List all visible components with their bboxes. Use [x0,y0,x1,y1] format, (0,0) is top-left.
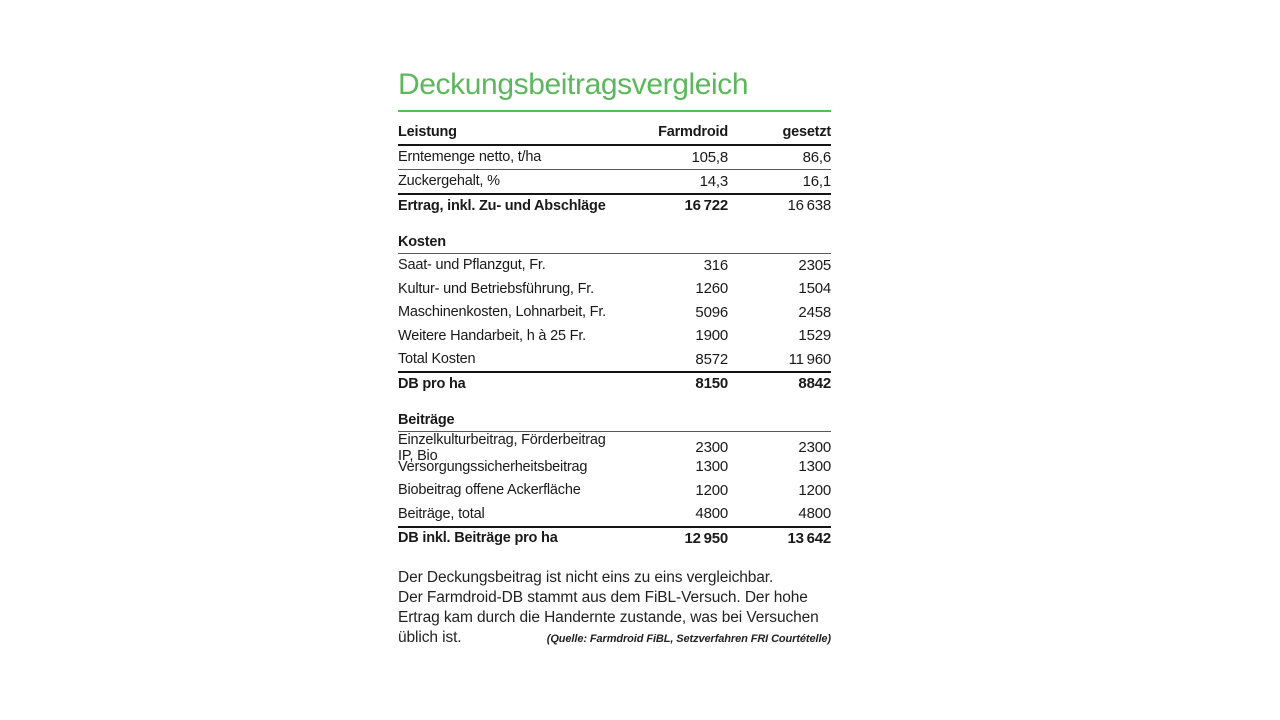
gesetzt-value: 1200 [798,481,831,499]
section-header-kosten: Kosten [398,233,831,254]
column-header-leistung: Leistung [398,124,457,140]
gesetzt-value: 1529 [798,327,831,345]
row-label: Ertrag, inkl. Zu- und Abschläge [398,197,606,214]
row-db-pro-ha: DB pro ha 8150 8842 [398,371,831,395]
column-header-gesetzt: gesetzt [782,124,831,140]
gesetzt-value: 86,6 [802,148,832,166]
row-maschinenkosten: Maschinenkosten, Lohnarbeit, Fr. 5096 24… [398,301,831,325]
row-versorgungssicherheitsbeitrag: Versorgungssicherheitsbeitrag 1300 1300 [398,455,831,479]
farmdroid-value: 1900 [695,327,728,345]
farmdroid-value: 2300 [695,439,728,456]
gesetzt-value: 16,1 [802,172,832,190]
row-label: Kultur- und Betriebsführung, Fr. [398,280,594,297]
farmdroid-value: 1300 [695,458,728,476]
row-label: Einzelkulturbeitrag, Förderbeitrag IP, B… [398,431,606,464]
row-label: Beiträge, total [398,505,485,522]
title-underline-rule [398,110,831,112]
section-leistung: Erntemenge netto, t/ha 105,8 86,6 Zucker… [398,146,831,217]
row-zuckergehalt: Zuckergehalt, % 14,3 16,1 [398,170,831,194]
farmdroid-value: 12 950 [684,529,728,547]
row-biobeitrag: Biobeitrag offene Ackerfläche 1200 1200 [398,479,831,503]
row-label: DB pro ha [398,375,466,392]
row-label: Saat- und Pflanzgut, Fr. [398,257,546,274]
row-label: Zuckergehalt, % [398,173,500,190]
gesetzt-value: 11 960 [788,350,832,368]
gesetzt-value: 2458 [798,303,831,321]
row-label: Erntemenge netto, t/ha [398,149,542,166]
farmdroid-value: 16 722 [684,197,728,215]
gesetzt-value: 4800 [798,505,831,523]
farmdroid-value: 8572 [695,350,728,368]
comparison-table-article: Deckungsbeitragsvergleich Leistung Farmd… [398,68,831,649]
gesetzt-value: 1300 [798,458,831,476]
gesetzt-value: 1504 [798,280,831,298]
section-beitraege: Beiträge Einzelkulturbeitrag, Förderbeit… [398,411,831,550]
page-title: Deckungsbeitragsvergleich [398,68,749,101]
row-ertrag-total: Ertrag, inkl. Zu- und Abschläge 16 722 1… [398,193,831,217]
row-einzelkulturbeitrag: Einzelkulturbeitrag, Förderbeitrag IP, B… [398,432,831,464]
farmdroid-value: 8150 [695,375,728,393]
farmdroid-value: 1260 [695,280,728,298]
row-label: Maschinenkosten, Lohnarbeit, Fr. [398,304,606,321]
row-label: Versorgungssicherheitsbeitrag [398,458,588,475]
source-note: (Quelle: Farmdroid FiBL, Setzverfahren F… [546,633,831,645]
footnote-last-line: üblich ist. (Quelle: Farmdroid FiBL, Set… [398,628,831,649]
row-weitere-handarbeit: Weitere Handarbeit, h à 25 Fr. 1900 1529 [398,324,831,348]
table-header-row: Leistung Farmdroid gesetzt [398,123,831,146]
footnote-line: Der Deckungsbeitrag ist nicht eins zu ei… [398,569,774,586]
farmdroid-value: 14,3 [699,172,729,190]
row-label: Total Kosten [398,351,476,368]
farmdroid-value: 4800 [695,505,728,523]
footnote-line: Ertrag kam durch die Handernte zustande,… [398,609,819,626]
row-erntemenge-netto: Erntemenge netto, t/ha 105,8 86,6 [398,146,831,170]
section-header-beitraege: Beiträge [398,411,831,432]
farmdroid-value: 5096 [695,303,728,321]
footnote-line: Der Farmdroid-DB stammt aus dem FiBL-Ver… [398,589,808,606]
row-total-kosten: Total Kosten 8572 11 960 [398,348,831,372]
footnote-line: üblich ist. [398,629,462,646]
farmdroid-value: 105,8 [691,148,728,166]
gesetzt-value: 2305 [798,256,831,274]
farmdroid-value: 316 [703,256,729,274]
gesetzt-value: 8842 [798,375,831,393]
row-beitraege-total: Beiträge, total 4800 4800 [398,502,831,526]
section-kosten: Kosten Saat- und Pflanzgut, Fr. 316 2305… [398,233,831,395]
farmdroid-value: 1200 [695,481,728,499]
gesetzt-value: 2300 [798,439,831,456]
row-label: Weitere Handarbeit, h à 25 Fr. [398,327,586,344]
row-db-inkl-beitraege: DB inkl. Beiträge pro ha 12 950 13 642 [398,525,831,550]
column-header-farmdroid: Farmdroid [658,124,728,140]
row-saat-pflanzgut: Saat- und Pflanzgut, Fr. 316 2305 [398,254,831,278]
gesetzt-value: 13 642 [787,529,831,547]
footnote: Der Deckungsbeitrag ist nicht eins zu ei… [398,568,831,649]
row-kultur-betriebsfuehrung: Kultur- und Betriebsführung, Fr. 1260 15… [398,277,831,301]
gesetzt-value: 16 638 [787,197,831,215]
row-label: DB inkl. Beiträge pro ha [398,530,558,547]
row-label: Biobeitrag offene Ackerfläche [398,482,581,499]
